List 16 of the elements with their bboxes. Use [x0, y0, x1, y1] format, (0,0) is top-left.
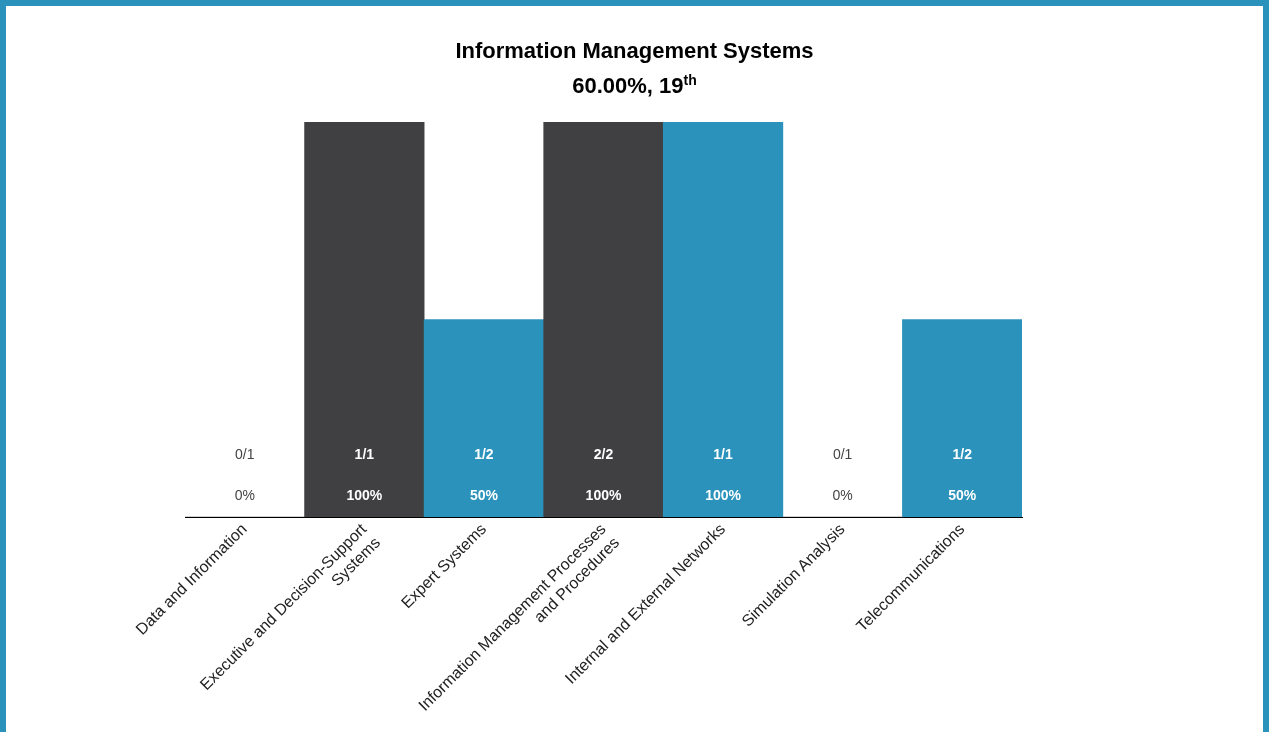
- annotation: 0/1: [832, 445, 853, 462]
- chart-title: Information Management Systems: [454, 38, 815, 64]
- data-label: 0%: [234, 486, 255, 503]
- data-label: 100%: [705, 486, 742, 503]
- annotation: 1/2: [952, 445, 973, 462]
- annotation: 2/2: [593, 445, 614, 462]
- data-label: 50%: [469, 486, 499, 503]
- data-label: 50%: [948, 486, 977, 503]
- data-label: 100%: [585, 486, 622, 503]
- annotation: 1/1: [713, 445, 734, 462]
- chart-subtitle: 60.00%, 19$^{th}$: [571, 72, 698, 100]
- data-label: 100%: [346, 486, 383, 503]
- annotation: 0/1: [235, 445, 255, 462]
- data-label: 0%: [832, 486, 853, 503]
- annotation: 1/2: [474, 445, 494, 462]
- annotation: 1/1: [354, 445, 375, 462]
